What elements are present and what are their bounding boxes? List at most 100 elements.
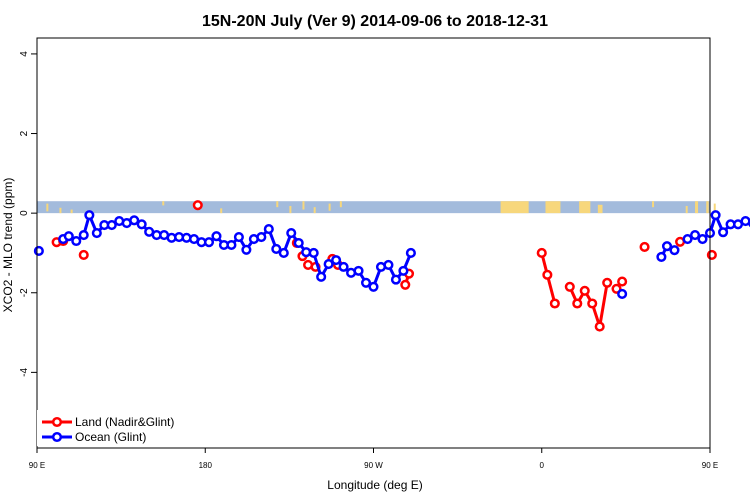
map-land-patch	[162, 201, 165, 206]
chart-title: 15N-20N July (Ver 9) 2014-09-06 to 2018-…	[202, 13, 548, 30]
map-land-patch	[545, 201, 561, 214]
map-land-patch	[220, 208, 223, 214]
data-point	[308, 247, 319, 259]
data-point	[192, 200, 203, 211]
data-point	[617, 288, 628, 300]
data-point	[256, 231, 267, 243]
y-tick-label: -2	[19, 288, 30, 297]
y-axis-label: XCO2 - MLO trend (ppm)	[1, 178, 15, 313]
data-point	[398, 265, 409, 276]
data-point	[293, 237, 304, 249]
y-tick-label: -4	[19, 367, 30, 376]
data-point	[278, 247, 289, 259]
map-land-patch	[59, 207, 62, 214]
data-point	[271, 243, 282, 255]
map-land-patch	[328, 203, 331, 211]
y-tick-label: 4	[19, 51, 30, 57]
data-point	[542, 269, 553, 280]
plot-frame	[36, 37, 711, 449]
data-point	[602, 277, 613, 288]
data-point	[129, 215, 140, 226]
legend-label-ocean: Ocean (Glint)	[75, 430, 146, 444]
map-land-patch	[706, 201, 709, 214]
data-point	[383, 259, 394, 270]
data-point	[579, 285, 590, 296]
data-point	[718, 227, 729, 238]
data-point	[71, 235, 82, 247]
data-point	[353, 265, 364, 276]
data-point	[572, 298, 583, 309]
series-ocean	[33, 210, 750, 300]
map-land-patch	[500, 201, 529, 214]
data-point	[360, 277, 372, 288]
data-point	[656, 251, 667, 262]
map-land-patch	[695, 201, 699, 214]
x-tick-label: 90 E	[702, 461, 718, 470]
data-point	[400, 279, 411, 290]
map-land-patch	[289, 205, 292, 214]
legend-swatch-marker	[51, 431, 63, 443]
map-strip-ocean	[37, 201, 710, 214]
map-land-patch	[46, 203, 49, 212]
data-point	[136, 219, 147, 230]
x-tick-label: 90 W	[364, 461, 383, 470]
data-point	[594, 321, 605, 332]
data-point	[617, 276, 628, 287]
data-point	[233, 231, 244, 243]
axes: 4 2 0 -2 -4 90 E 180 90 W 0 90 E	[19, 51, 718, 470]
data-point	[710, 210, 721, 221]
data-point	[689, 229, 701, 241]
data-point	[211, 231, 222, 242]
map-land-patch	[313, 207, 316, 214]
data-point	[78, 229, 89, 241]
map-land-patch	[276, 201, 279, 208]
data-point	[390, 274, 401, 285]
x-axis-label: Longitude (deg E)	[327, 478, 422, 492]
data-point	[331, 255, 342, 266]
data-point	[63, 231, 74, 242]
data-point	[549, 298, 560, 309]
data-point	[241, 244, 252, 255]
data-point	[91, 227, 102, 239]
y-tick-label: 0	[19, 210, 30, 216]
map-land-patch	[302, 201, 305, 210]
plot-series	[33, 200, 750, 332]
data-point	[203, 237, 215, 248]
x-tick-label: 180	[199, 461, 213, 470]
data-point	[286, 227, 297, 239]
legend-item-ocean: Ocean (Glint)	[42, 430, 146, 444]
y-tick-label: 2	[19, 130, 30, 136]
map-land-patch	[70, 209, 73, 214]
data-point	[78, 249, 89, 260]
data-point	[338, 261, 349, 272]
data-point	[661, 241, 673, 252]
data-point	[536, 247, 547, 259]
map-land-patch	[652, 201, 655, 208]
map-land-patch	[597, 204, 603, 214]
legend-swatch-marker	[51, 416, 63, 428]
data-point	[226, 239, 237, 251]
legend-box	[37, 410, 187, 446]
data-point	[564, 281, 575, 292]
legend-label-land: Land (Nadir&Glint)	[75, 415, 174, 429]
map-land-patch	[713, 203, 716, 212]
map-land-patch	[579, 201, 591, 214]
data-point	[639, 241, 650, 253]
map-land-patch	[685, 205, 688, 214]
data-point	[587, 298, 598, 309]
data-point	[368, 281, 379, 292]
data-point	[697, 233, 708, 245]
data-point	[263, 224, 274, 235]
data-point	[84, 210, 95, 221]
map-strip	[37, 201, 716, 214]
data-point	[316, 271, 327, 282]
legend-item-land: Land (Nadir&Glint)	[42, 415, 174, 429]
data-point	[682, 233, 693, 245]
legend: Land (Nadir&Glint) Ocean (Glint)	[37, 410, 187, 446]
data-point	[106, 220, 117, 231]
data-point	[706, 249, 717, 260]
x-tick-label: 90 E	[29, 461, 45, 470]
data-point	[405, 247, 416, 259]
data-point	[323, 259, 334, 270]
